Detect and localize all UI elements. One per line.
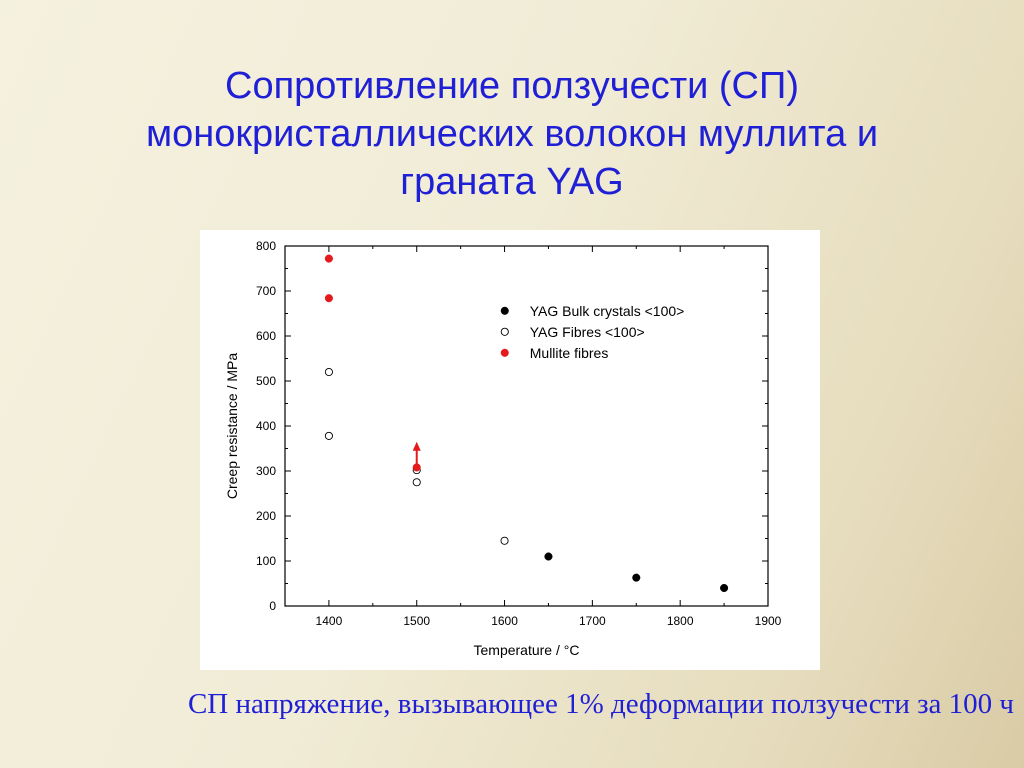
y-tick-label: 500 <box>256 374 276 388</box>
annotation-arrow-head <box>412 441 421 451</box>
footer-note: СП напряжение, вызывающее 1% деформации … <box>187 688 1014 720</box>
slide-title: Сопротивление ползучести (СП) монокриста… <box>0 62 1024 206</box>
data-point-series-0 <box>544 552 553 561</box>
data-point-series-2 <box>412 463 421 472</box>
y-tick-label: 400 <box>256 419 276 433</box>
y-tick-label: 200 <box>256 509 276 523</box>
legend-marker-1 <box>500 327 509 336</box>
data-point-series-1 <box>324 431 333 440</box>
y-tick-label: 300 <box>256 464 276 478</box>
x-tick-label: 1500 <box>403 614 430 628</box>
title-line-3: граната YAG <box>400 161 624 203</box>
y-tick-label: 0 <box>269 599 276 613</box>
legend-marker-0 <box>500 306 509 315</box>
legend-label-1: YAG Fibres <100> <box>530 324 645 340</box>
legend-marker-2 <box>500 348 509 357</box>
data-point-series-0 <box>632 573 641 582</box>
data-point-series-0 <box>720 583 729 593</box>
y-tick-label: 700 <box>256 284 276 298</box>
y-tick-label: 800 <box>256 239 276 253</box>
title-line-2: монокристаллических волокон муллита и <box>145 113 879 155</box>
plot-frame <box>284 245 769 607</box>
data-point-series-2 <box>324 254 333 263</box>
creep-resistance-chart: 1400 1500 1600 1700 1800 1900 0 100 200 300 400 500… <box>224 239 782 658</box>
title-line-1: Сопротивление ползучести (СП) <box>225 65 799 107</box>
y-axis-label: Creep resistance / MPa <box>224 353 240 499</box>
x-tick-label: 1600 <box>491 614 518 628</box>
y-tick-label: 100 <box>256 554 276 568</box>
data-point-series-1 <box>500 536 509 545</box>
chart-area: 1400 1500 1600 1700 1800 1900 0 100 200 300 400 500… <box>200 230 820 670</box>
data-point-series-2 <box>324 294 333 303</box>
x-tick-label: 1400 <box>316 614 343 628</box>
x-tick-label: 1800 <box>667 614 694 628</box>
y-tick-label: 600 <box>256 329 276 343</box>
x-tick-label: 1700 <box>579 614 606 628</box>
legend-label-2: Mullite fibres <box>530 345 609 361</box>
data-point-series-1 <box>324 367 333 377</box>
data-point-series-1 <box>412 478 421 487</box>
x-axis-label: Temperature / °C <box>474 642 580 658</box>
legend-label-0: YAG Bulk crystals <100> <box>530 303 685 319</box>
x-tick-label: 1900 <box>755 614 782 628</box>
